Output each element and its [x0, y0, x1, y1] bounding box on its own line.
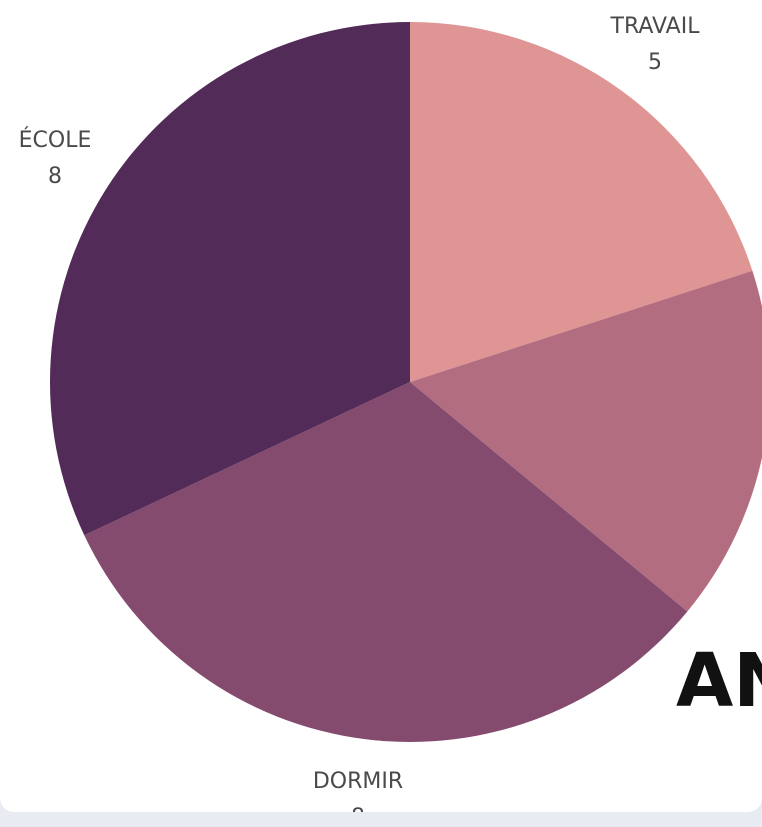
slice-value-2: 8: [351, 805, 365, 812]
pie-slice-dormir: [84, 382, 688, 742]
slice-label-0: TRAVAIL: [610, 14, 701, 39]
slice-value-3: 8: [48, 164, 62, 189]
slice-value-0: 5: [648, 50, 662, 75]
overlay-title-fragment: AN: [676, 638, 762, 724]
pie-slice-école: [49, 22, 411, 536]
pie-slice-1: [410, 270, 762, 612]
slice-label-3: ÉCOLE: [19, 127, 92, 153]
pie-slice-travail: [410, 22, 753, 382]
pie-slices: [49, 22, 762, 742]
slice-label-2: DORMIR: [313, 769, 403, 794]
pie-labels: TRAVAIL 5 DORMIR 8 ÉCOLE 8: [19, 14, 701, 812]
